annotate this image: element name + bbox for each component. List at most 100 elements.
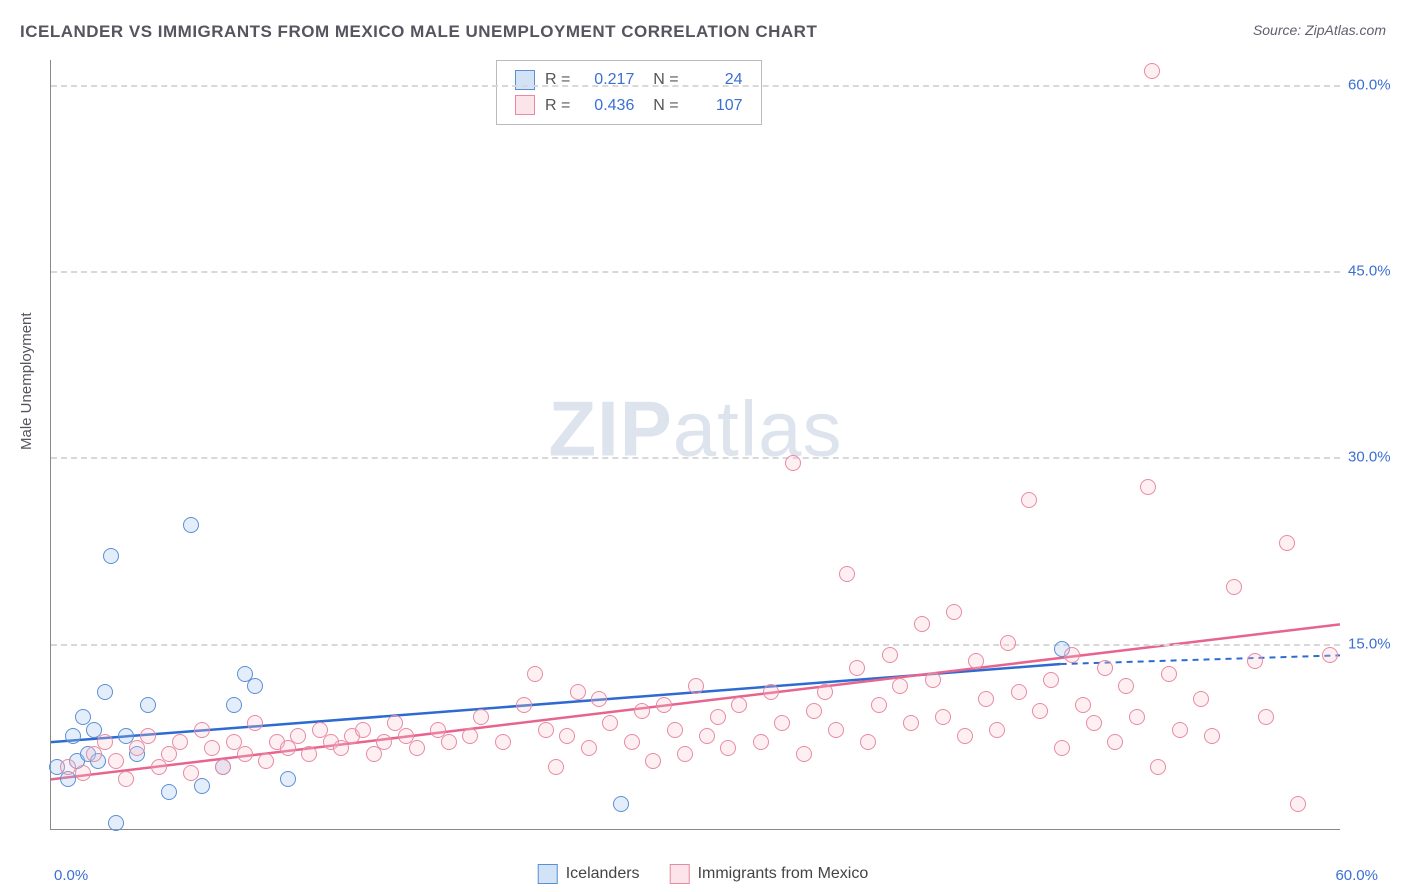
immigrants_mexico-point [860,734,876,750]
immigrants_mexico-point [839,566,855,582]
legend-row-immigrants_mexico: R =0.436 N =107 [515,93,743,119]
immigrants_mexico-point [172,734,188,750]
immigrants_mexico-point [1247,653,1263,669]
immigrants_mexico-point [140,728,156,744]
legend-item-immigrants_mexico: Immigrants from Mexico [670,864,869,884]
icelanders-point [65,728,81,744]
gridline [51,85,1340,87]
icelanders-point [97,684,113,700]
immigrants_mexico-point [548,759,564,775]
immigrants_mexico-point [1290,796,1306,812]
immigrants_mexico-point [301,746,317,762]
legend-r-value: 0.217 [580,67,634,93]
immigrants_mexico-point [806,703,822,719]
legend-label: Immigrants from Mexico [698,865,869,883]
immigrants_mexico-point [1204,728,1220,744]
scatter-plot: ZIPatlas R =0.217 N =24R =0.436 N =107 [50,60,1340,830]
y-tick-label: 60.0% [1348,76,1398,93]
legend-label: Icelanders [566,865,640,883]
immigrants_mexico-point [978,691,994,707]
immigrants_mexico-point [1172,722,1188,738]
immigrants_mexico-point [656,697,672,713]
legend-n-value: 107 [689,93,743,119]
immigrants_mexico-point [763,684,779,700]
immigrants_mexico-point [817,684,833,700]
icelanders-point [194,778,210,794]
immigrants_mexico-point [108,753,124,769]
y-tick-label: 15.0% [1348,635,1398,652]
immigrants_mexico-point [667,722,683,738]
immigrants_mexico-point [1107,734,1123,750]
gridline [51,457,1340,459]
immigrants_mexico-point [1279,535,1295,551]
immigrants_mexico-point [602,715,618,731]
immigrants_mexico-point [183,765,199,781]
series-legend: Icelanders Immigrants from Mexico [538,864,869,884]
immigrants_mexico-point [753,734,769,750]
immigrants_mexico-point [118,771,134,787]
y-tick-label: 30.0% [1348,449,1398,466]
immigrants_mexico-point [215,759,231,775]
x-tick-min: 0.0% [54,867,88,884]
immigrants_mexico-point [882,647,898,663]
immigrants_mexico-point [946,604,962,620]
immigrants_mexico-point [688,678,704,694]
immigrants_mexico-point [935,709,951,725]
icelanders-point [280,771,296,787]
immigrants_mexico-point [581,740,597,756]
immigrants_mexico-point [516,697,532,713]
immigrants_mexico-point [677,746,693,762]
immigrants_mexico-point [871,697,887,713]
legend-r-label: R = [545,67,570,93]
legend-r-label: R = [545,93,570,119]
immigrants_mexico-point [194,722,210,738]
immigrants_mexico-point [634,703,650,719]
immigrants_mexico-point [355,722,371,738]
immigrants_mexico-point [828,722,844,738]
icelanders-point [108,815,124,831]
chart-title: ICELANDER VS IMMIGRANTS FROM MEXICO MALE… [20,22,817,42]
immigrants_mexico-point [1097,660,1113,676]
immigrants_mexico-point [441,734,457,750]
immigrants_mexico-point [989,722,1005,738]
immigrants_mexico-point [1054,740,1070,756]
immigrants_mexico-point [699,728,715,744]
legend-row-icelanders: R =0.217 N =24 [515,67,743,93]
immigrants_mexico-point [462,728,478,744]
immigrants_mexico-point [258,753,274,769]
immigrants_mexico-point [1258,709,1274,725]
immigrants_mexico-point [559,728,575,744]
immigrants_mexico-point [1161,666,1177,682]
immigrants_mexico-point [1322,647,1338,663]
immigrants_mexico-point [957,728,973,744]
immigrants_mexico-point [538,722,554,738]
gridline [51,271,1340,273]
immigrants_mexico-point [1144,63,1160,79]
immigrants_mexico-point [527,666,543,682]
icelanders-point [161,784,177,800]
immigrants_mexico-point [1000,635,1016,651]
trend-lines [51,60,1340,829]
immigrants_mexico-point [892,678,908,694]
immigrants_mexico-point [1129,709,1145,725]
immigrants_mexico-point [237,746,253,762]
immigrants_mexico-point [849,660,865,676]
legend-n-label: N = [644,93,678,119]
correlation-legend: R =0.217 N =24R =0.436 N =107 [496,60,762,125]
y-tick-label: 45.0% [1348,263,1398,280]
legend-item-icelanders: Icelanders [538,864,640,884]
icelanders-point [247,678,263,694]
icelanders-point [226,697,242,713]
immigrants_mexico-point [1043,672,1059,688]
immigrants_mexico-point [774,715,790,731]
immigrants_mexico-point [495,734,511,750]
immigrants_mexico-point [591,691,607,707]
immigrants_mexico-point [570,684,586,700]
immigrants_mexico-point [409,740,425,756]
icelanders-point [613,796,629,812]
immigrants_mexico-point [473,709,489,725]
immigrants_mexico-point [60,759,76,775]
immigrants_mexico-point [97,734,113,750]
immigrants_mexico-point [204,740,220,756]
immigrants_mexico-point [75,765,91,781]
